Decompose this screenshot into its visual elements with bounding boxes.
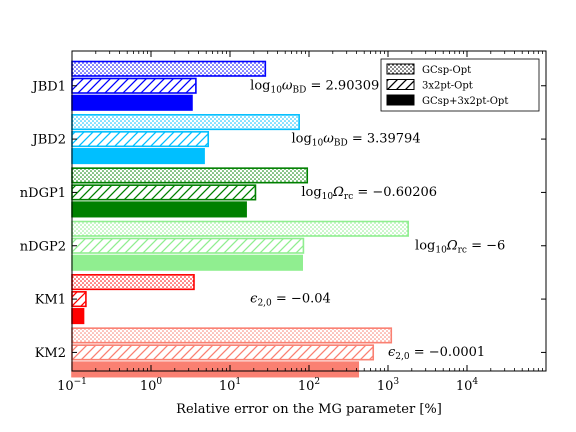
bar-ndgp2-gcsp-opt xyxy=(71,220,409,237)
x-tick-label: 100 xyxy=(140,377,163,394)
annotation-jbd2: log10ωBD = 3.39794 xyxy=(291,132,420,149)
annotation-ndgp2: log10Ωrc = −6 xyxy=(415,238,505,255)
axes-layer: 10−1 100 101 102 103 104 JBD1 JBD2 nDGP1 nDGP2 KM1… xyxy=(20,50,547,394)
bar-jbd2-3x2pt-opt xyxy=(71,131,210,148)
bar-jbd2-gcsp-3x2pt-opt xyxy=(71,148,205,165)
x-axis-label: Relative error on the MG parameter [%] xyxy=(176,402,442,417)
bar-ndgp1-gcsp-opt xyxy=(71,167,309,184)
y-tick-label-km1: KM1 xyxy=(35,293,66,308)
y-tick-label-km2: KM2 xyxy=(35,346,66,361)
bar-ndgp2-gcsp-3x2pt-opt xyxy=(71,254,303,271)
x-tick-label: 101 xyxy=(219,377,241,394)
y-tick-label-jbd1: JBD1 xyxy=(31,79,66,94)
y-tick-label-ndgp1: nDGP1 xyxy=(20,186,66,201)
bar-km2-gcsp-3x2pt-opt xyxy=(71,361,360,378)
bar-ndgp2-3x2pt-opt xyxy=(71,237,305,254)
x-tick-label: 104 xyxy=(456,377,479,394)
legend-label-3x2pt-opt: 3x2pt-Opt xyxy=(422,81,473,92)
legend-swatch-3x2pt-opt xyxy=(386,79,415,90)
bars-layer xyxy=(71,60,409,378)
bar-jbd2-gcsp-opt xyxy=(71,114,300,131)
x-tick-label: 102 xyxy=(298,377,320,394)
bar-jbd1-gcsp-opt xyxy=(71,60,267,77)
annotation-km1: ϵ2,0 = −0.04 xyxy=(250,292,331,309)
y-tick-label-ndgp2: nDGP2 xyxy=(20,239,66,254)
legend-swatch-gcsp-3x2pt-opt xyxy=(386,94,415,106)
legend-label-gcsp-3x2pt-opt: GCsp+3x2pt-Opt xyxy=(422,96,508,107)
bar-km2-3x2pt-opt xyxy=(71,344,375,361)
x-tick-label: 10−1 xyxy=(57,377,87,394)
legend-label-gcsp-opt: GCsp-Opt xyxy=(422,65,471,76)
y-tick-label-jbd2: JBD2 xyxy=(31,133,66,148)
bar-ndgp1-gcsp-3x2pt-opt xyxy=(71,201,247,218)
x-tick-label: 103 xyxy=(377,377,400,394)
legend-swatch-gcsp-opt xyxy=(386,63,415,75)
annotations-layer: log10ωBD = 2.90309 log10ωBD = 3.39794 log1… xyxy=(250,78,505,362)
legend: GCsp-Opt 3x2pt-Opt GCsp+3x2pt-Opt xyxy=(380,58,540,112)
annotation-jbd1: log10ωBD = 2.90309 xyxy=(250,78,379,95)
annotation-km2: ϵ2,0 = −0.0001 xyxy=(388,345,485,362)
bar-km1-gcsp-opt xyxy=(71,274,195,291)
bar-jbd1-3x2pt-opt xyxy=(71,77,197,94)
annotation-ndgp1: log10Ωrc = −0.60206 xyxy=(301,185,437,202)
bar-ndgp1-3x2pt-opt xyxy=(71,184,257,201)
bar-jbd1-gcsp-3x2pt-opt xyxy=(71,94,193,111)
bar-km2-gcsp-opt xyxy=(71,327,393,344)
bar-km1-gcsp-3x2pt-opt xyxy=(71,308,85,325)
